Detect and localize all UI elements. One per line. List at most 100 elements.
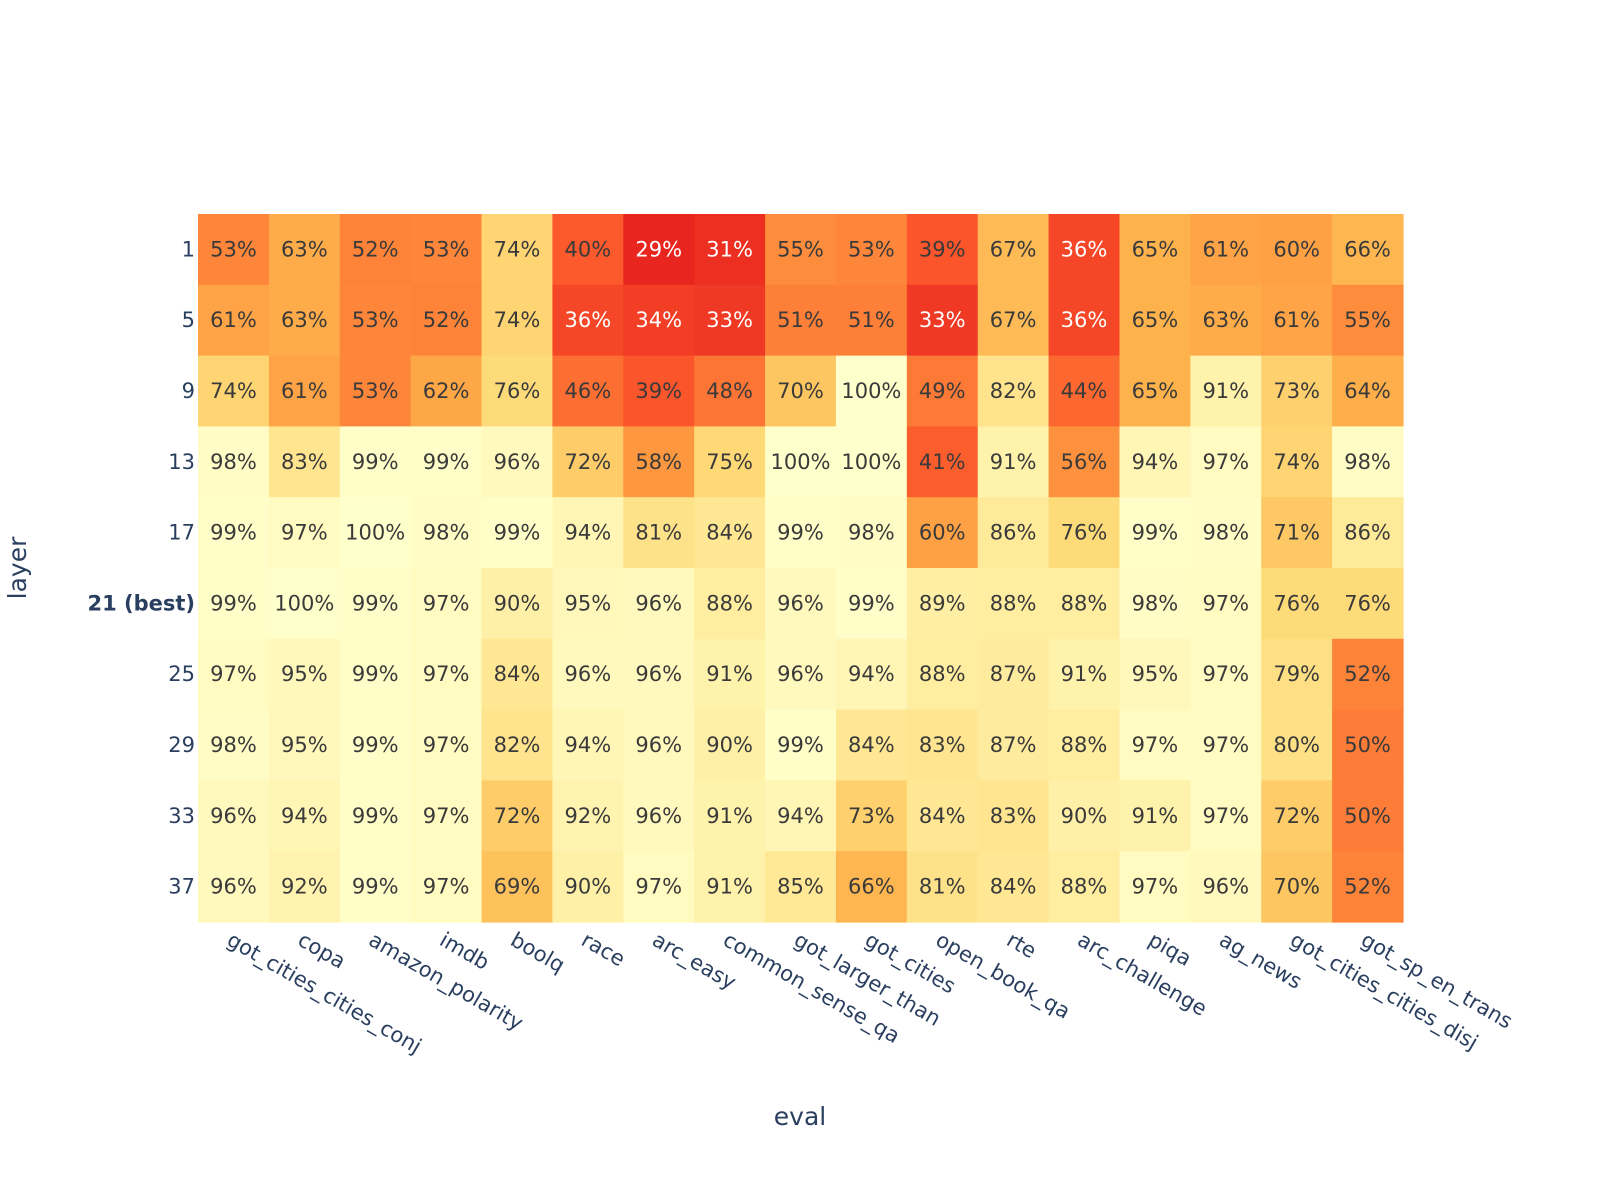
cell-label: 65% [1132, 237, 1179, 261]
cell-label: 66% [848, 875, 895, 899]
y-tick-label: 13 [168, 450, 195, 474]
cell-label: 99% [423, 450, 470, 474]
cell-label: 94% [281, 804, 328, 828]
heatmap-cell [268, 780, 341, 852]
cell-label: 94% [1132, 450, 1179, 474]
heatmap-cell [1119, 355, 1191, 427]
heatmap-cell [835, 426, 908, 498]
heatmap-cell [198, 214, 270, 286]
cell-label: 97% [1202, 662, 1249, 686]
heatmap-cell [1261, 497, 1333, 569]
heatmap-cell [765, 568, 837, 640]
cell-label: 98% [210, 450, 257, 474]
cell-label: 97% [1202, 804, 1249, 828]
heatmap-cell [481, 709, 554, 781]
heatmap-cell [835, 214, 908, 286]
heatmap-cell [906, 284, 979, 357]
cell-label: 81% [635, 521, 682, 545]
cell-label: 91% [706, 662, 753, 686]
cell-label: 94% [777, 804, 824, 828]
cell-label: 84% [848, 733, 895, 757]
heatmap-cell [481, 426, 554, 498]
heatmap-cell [765, 780, 837, 852]
heatmap-cell [765, 214, 837, 286]
x-axis-title: eval [774, 1102, 826, 1131]
cell-label: 76% [1273, 591, 1320, 615]
heatmap-cell [268, 214, 341, 286]
heatmap-cell [623, 214, 695, 286]
heatmap-cell [906, 638, 979, 711]
heatmap-cell [623, 638, 695, 711]
cell-label: 99% [494, 521, 541, 545]
heatmap-cell [906, 355, 979, 427]
cell-label: 61% [281, 379, 328, 403]
cell-label: 97% [423, 875, 470, 899]
cell-label: 100% [274, 591, 334, 615]
heatmap-cell [1261, 709, 1333, 781]
cell-label: 94% [565, 733, 612, 757]
heatmap-cell [198, 284, 270, 357]
cell-label: 91% [1132, 804, 1179, 828]
cell-label: 49% [919, 379, 966, 403]
heatmap-cell [977, 780, 1050, 852]
heatmap-cell [481, 780, 554, 852]
heatmap-cell [1332, 426, 1404, 498]
heatmap-cell [977, 638, 1050, 711]
heatmap-cell [1261, 284, 1333, 357]
cell-label: 65% [1132, 379, 1179, 403]
heatmap-cell [1332, 284, 1404, 357]
heatmap-cell [410, 284, 483, 357]
heatmap-cell [694, 638, 766, 711]
heatmap-cell [765, 426, 837, 498]
cell-label: 73% [1273, 379, 1320, 403]
heatmap-cell [339, 851, 412, 923]
y-tick-label: 9 [182, 379, 195, 403]
cell-label: 61% [210, 308, 257, 332]
cell-label: 87% [990, 662, 1037, 686]
cell-label: 31% [706, 237, 753, 261]
cell-label: 82% [494, 733, 541, 757]
heatmap-cell [835, 638, 908, 711]
cell-label: 74% [1273, 450, 1320, 474]
heatmap-cell [481, 638, 554, 711]
heatmap-cell [268, 638, 341, 711]
heatmap-cell [268, 568, 341, 640]
cell-label: 97% [423, 662, 470, 686]
heatmap-cell [410, 214, 483, 286]
cell-label: 94% [565, 521, 612, 545]
heatmap-cell [1190, 214, 1262, 286]
cell-label: 97% [635, 875, 682, 899]
heatmap-cell [977, 709, 1050, 781]
cell-label: 67% [990, 237, 1037, 261]
heatmap-cell [1261, 355, 1333, 427]
heatmap-cell [1332, 780, 1404, 852]
heatmap-cell [694, 780, 766, 852]
heatmap-cell [694, 284, 766, 357]
heatmap-cell [906, 568, 979, 640]
cell-label: 99% [352, 804, 399, 828]
cell-label: 95% [565, 591, 612, 615]
heatmap-cell [410, 638, 483, 711]
cell-label: 53% [848, 237, 895, 261]
cell-label: 91% [1202, 379, 1249, 403]
cell-label: 63% [281, 308, 328, 332]
cell-label: 36% [1061, 308, 1108, 332]
cell-label: 86% [1344, 521, 1391, 545]
heatmap-cell [1119, 214, 1191, 286]
cell-label: 99% [352, 450, 399, 474]
cell-label: 100% [841, 379, 901, 403]
heatmap-cell [552, 426, 624, 498]
heatmap-cell [835, 780, 908, 852]
heatmap-cell [977, 851, 1050, 923]
x-tick-label: rte [1003, 928, 1041, 964]
heatmap-cell [1332, 709, 1404, 781]
heatmap-cell [1190, 780, 1262, 852]
cell-label: 96% [210, 875, 257, 899]
heatmap-cell [1261, 780, 1333, 852]
x-tick-label: boolq [506, 928, 568, 978]
heatmap-cell [552, 568, 624, 640]
cell-label: 55% [1344, 308, 1391, 332]
cell-label: 92% [281, 875, 328, 899]
cell-label: 97% [1202, 733, 1249, 757]
